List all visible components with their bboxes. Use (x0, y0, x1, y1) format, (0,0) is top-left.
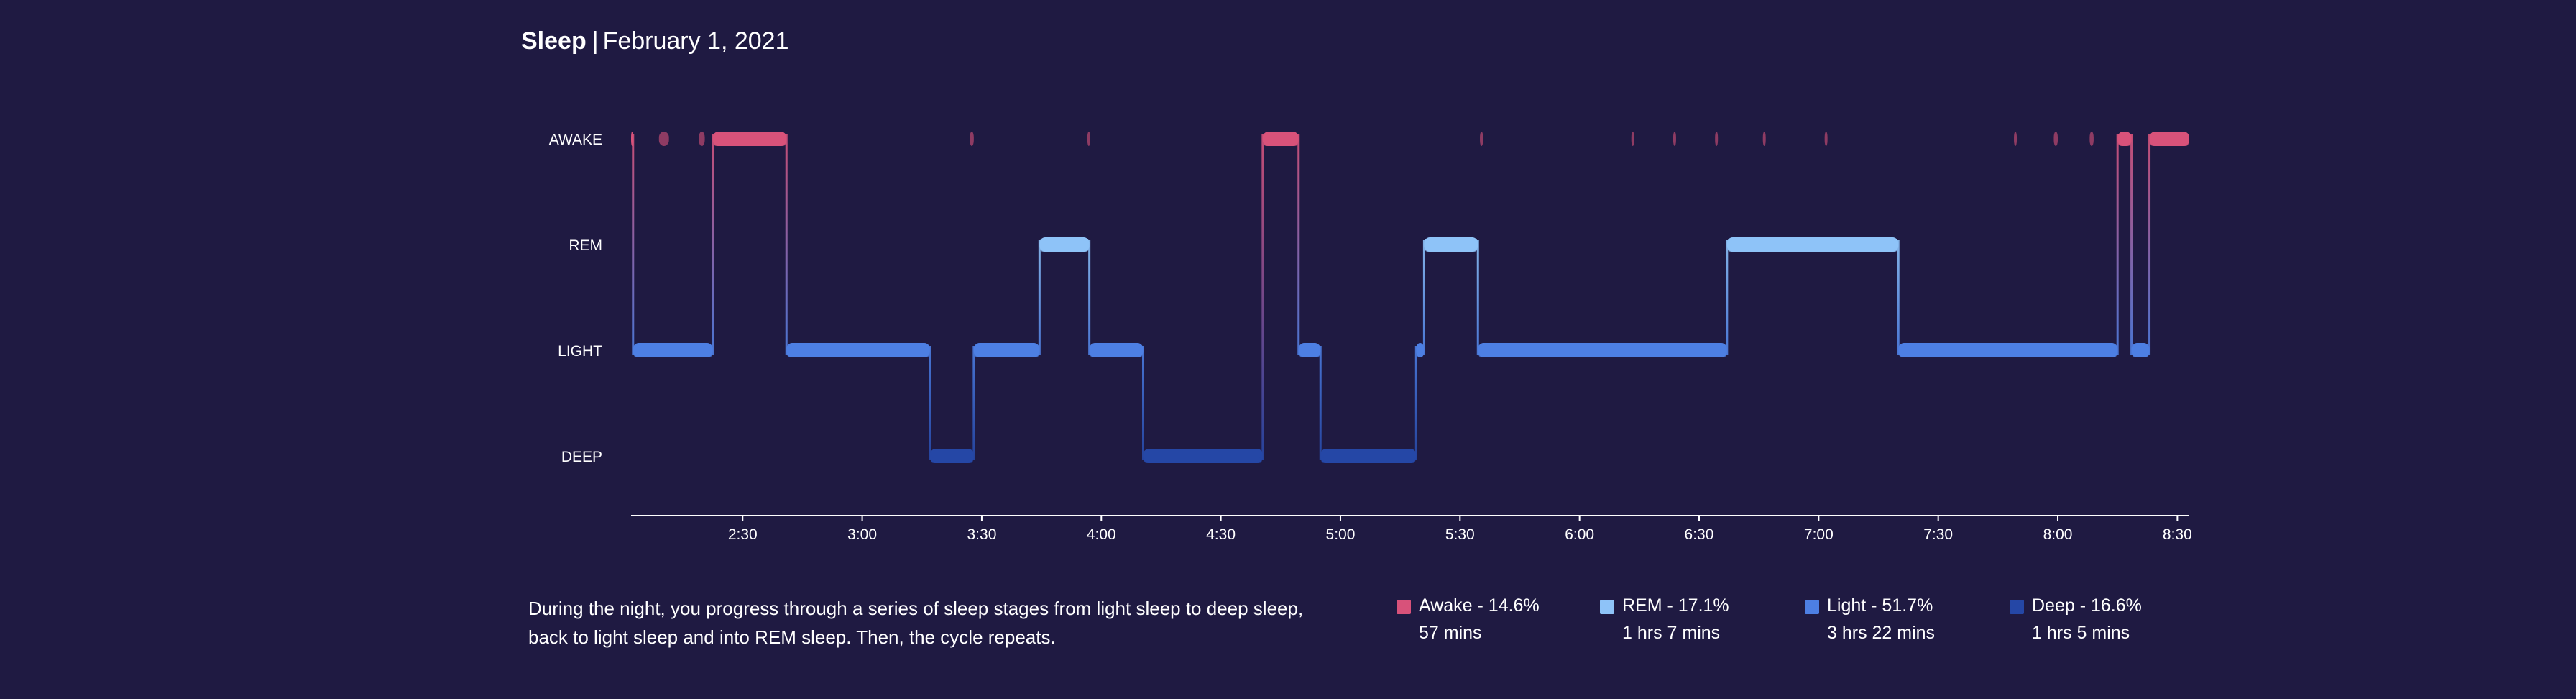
awake-blip (699, 132, 705, 146)
awake-blip (658, 132, 669, 146)
awake-blip (1087, 132, 1090, 146)
segment-light (786, 343, 930, 357)
stage-transition (632, 134, 635, 355)
title-separator: | (592, 27, 599, 55)
stage-transition (2130, 134, 2133, 355)
stage-transition (712, 134, 714, 355)
segment-rem (1726, 237, 1899, 252)
stage-label-rem: REM (569, 237, 602, 254)
segment-layer (631, 132, 2189, 463)
x-tick-label: 6:00 (1565, 526, 1594, 543)
stage-transition (2148, 134, 2151, 355)
segment-awake (2117, 132, 2132, 146)
stage-label-deep: DEEP (561, 449, 602, 465)
legend-duration-awake: 57 mins (1419, 623, 1482, 643)
awake-blip (1480, 132, 1484, 146)
segment-light (2131, 343, 2150, 357)
segment-awake (2149, 132, 2189, 146)
page-title: Sleep | February 1, 2021 (521, 27, 789, 55)
legend-duration-light: 3 hrs 22 mins (1827, 623, 1936, 643)
legend-swatch-rem (1600, 600, 1614, 614)
title-date: February 1, 2021 (602, 27, 789, 55)
stage-transition (1038, 240, 1041, 355)
segment-light (1478, 343, 1727, 357)
segment-light (632, 343, 713, 357)
legend-swatch-light (1805, 600, 1819, 614)
segment-light (1298, 343, 1321, 357)
stage-label-awake: AWAKE (549, 132, 602, 148)
stage-transition (929, 346, 932, 460)
awake-blip (2014, 132, 2018, 146)
x-tick-label: 8:30 (2163, 526, 2192, 543)
stage-label-light: LIGHT (558, 343, 602, 360)
x-tick-label: 5:30 (1445, 526, 1475, 543)
stage-transition (1476, 240, 1479, 355)
segment-light (1898, 343, 2118, 357)
segment-deep (1143, 449, 1263, 463)
awake-blip (1762, 132, 1766, 146)
sleep-stage-chart: AWAKE REM LIGHT DEEP 2:30 3:00 3:30 4:00 4:30 5:0… (549, 132, 2192, 543)
sleep-description: During the night, you progress through a… (528, 598, 1304, 648)
segment-awake (631, 132, 633, 146)
legend-swatch-deep (2010, 600, 2024, 614)
stage-transition (1142, 346, 1145, 460)
stage-transition (1726, 240, 1729, 355)
x-tick-label: 5:00 (1326, 526, 1356, 543)
stage-transition (1261, 134, 1264, 460)
segment-light (973, 343, 1040, 357)
stage-transition (1897, 240, 1900, 355)
awake-blip-layer (658, 132, 2094, 146)
x-tick-label: 3:00 (847, 526, 877, 543)
transition-layer (632, 134, 2151, 460)
x-tick-label: 4:00 (1087, 526, 1116, 543)
awake-blip (970, 132, 974, 146)
segment-deep (1320, 449, 1417, 463)
awake-blip (1715, 132, 1719, 146)
awake-blip (1673, 132, 1676, 146)
segment-rem (1424, 237, 1478, 252)
legend-label-deep: Deep - 16.6% (2032, 595, 2142, 616)
x-tick-label: 4:30 (1206, 526, 1236, 543)
stage-transition (1088, 240, 1091, 355)
awake-blip (2053, 132, 2058, 146)
x-tick-label: 3:30 (967, 526, 997, 543)
segment-rem (1039, 237, 1090, 252)
x-tick-label: 6:30 (1685, 526, 1714, 543)
stage-transition (2116, 134, 2119, 355)
stage-transition (972, 346, 975, 460)
x-tick-label: 7:00 (1804, 526, 1834, 543)
stage-transition (785, 134, 788, 355)
segment-light (1089, 343, 1144, 357)
awake-blip (1824, 132, 1828, 146)
stage-transition (1319, 346, 1322, 460)
stage-transition (1422, 240, 1425, 355)
legend-label-rem: REM - 17.1% (1622, 595, 1729, 616)
legend-swatch-awake (1397, 600, 1411, 614)
legend-duration-deep: 1 hrs 5 mins (2032, 623, 2130, 643)
stage-transition (1297, 134, 1300, 355)
segment-awake (1262, 132, 1299, 146)
legend-duration-rem: 1 hrs 7 mins (1622, 623, 1721, 643)
segment-awake (712, 132, 787, 146)
legend-label-light: Light - 51.7% (1827, 595, 1933, 616)
segment-light (1416, 343, 1425, 357)
stage-transition (1414, 346, 1417, 460)
legend-label-awake: Awake - 14.6% (1419, 595, 1540, 616)
x-tick-label: 8:00 (2043, 526, 2073, 543)
title-sleep: Sleep (521, 27, 586, 55)
awake-blip (2089, 132, 2094, 146)
x-tick-label: 7:30 (1923, 526, 1953, 543)
x-tick-label: 2:30 (728, 526, 758, 543)
segment-deep (929, 449, 974, 463)
awake-blip (1631, 132, 1634, 146)
